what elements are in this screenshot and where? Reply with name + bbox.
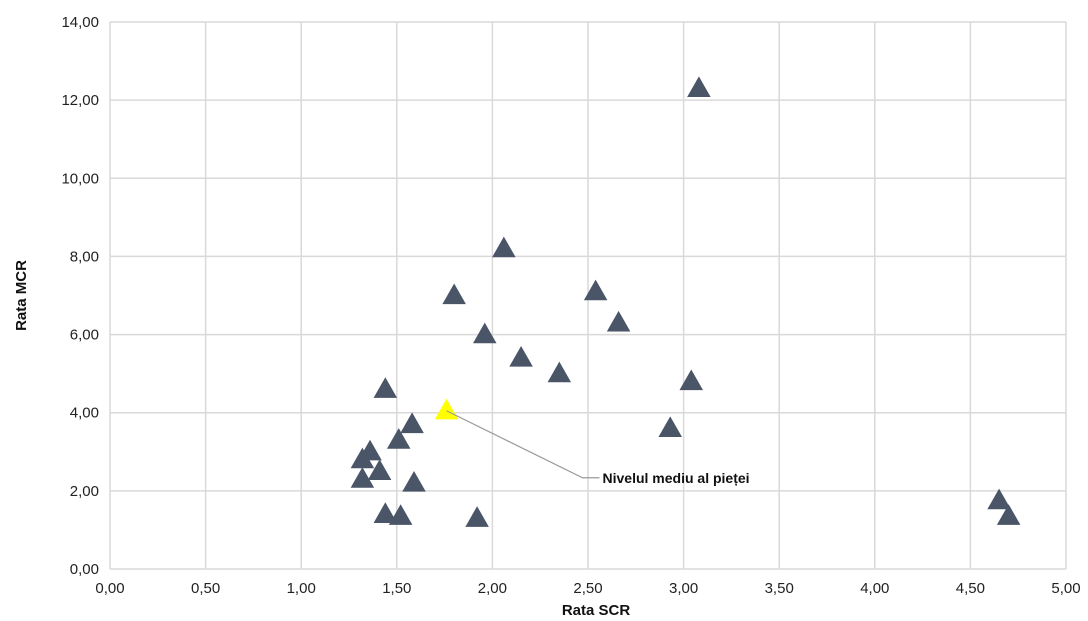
y-tick-label: 8,00	[70, 248, 99, 265]
x-tick-label: 4,50	[956, 580, 985, 597]
data-points	[350, 76, 1021, 527]
annotation: Nivelul mediu al pieței	[446, 410, 750, 486]
data-point	[350, 467, 375, 488]
y-tick-label: 12,00	[61, 92, 99, 109]
data-point	[996, 504, 1021, 525]
annotation-leader-line	[446, 410, 600, 479]
data-point	[679, 369, 704, 391]
x-tick-label: 1,00	[287, 580, 316, 597]
x-tick-label: 1,50	[382, 580, 411, 597]
y-tick-labels: 0,00 2,00 4,00 6,00 8,00 10,00 12,00 14,00	[61, 14, 99, 578]
y-tick-label: 14,00	[61, 14, 99, 31]
data-point	[583, 279, 608, 301]
x-tick-label: 4,00	[860, 580, 889, 597]
y-tick-label: 10,00	[61, 170, 99, 187]
highlight-point	[434, 398, 459, 420]
x-tick-label: 3,50	[765, 580, 794, 597]
data-point	[509, 346, 533, 367]
data-point	[388, 504, 413, 525]
data-point	[658, 416, 682, 437]
data-point	[442, 283, 466, 305]
y-tick-label: 6,00	[70, 327, 99, 344]
data-point	[373, 502, 398, 523]
data-point	[373, 377, 398, 398]
x-tick-label: 2,50	[573, 580, 602, 597]
x-tick-label: 3,00	[669, 580, 698, 597]
x-axis-title: Rata SCR	[562, 602, 631, 619]
annotation-label: Nivelul mediu al pieței	[603, 470, 750, 486]
data-point	[606, 310, 631, 332]
data-point	[386, 428, 411, 449]
data-point	[987, 488, 1011, 510]
data-point	[402, 471, 426, 492]
data-point	[350, 447, 375, 469]
x-tick-label: 2,00	[478, 580, 507, 597]
x-tick-labels: 0,00 0,50 1,00 1,50 2,00 2,50 3,00 3,50 4,00 4,50…	[95, 580, 1080, 597]
x-tick-label: 0,00	[95, 580, 124, 597]
data-point	[465, 506, 489, 527]
data-point	[472, 322, 497, 344]
data-point	[367, 459, 392, 480]
y-axis-title: Rata MCR	[13, 260, 30, 331]
x-tick-label: 0,50	[191, 580, 220, 597]
y-tick-label: 2,00	[70, 483, 99, 500]
y-tick-label: 0,00	[70, 561, 99, 578]
y-tick-label: 4,00	[70, 405, 99, 422]
grid-lines	[109, 21, 1067, 570]
data-point	[687, 76, 711, 98]
data-point	[547, 361, 572, 383]
data-point	[492, 236, 516, 258]
data-point	[400, 412, 424, 434]
x-tick-label: 5,00	[1051, 580, 1080, 597]
